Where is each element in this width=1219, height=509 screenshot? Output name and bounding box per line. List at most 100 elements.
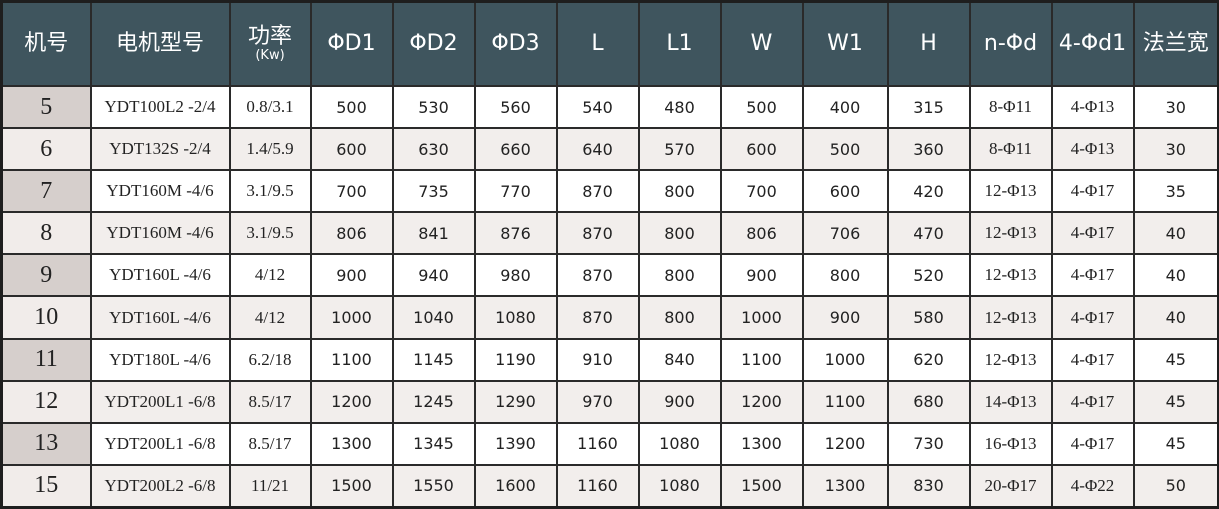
table-cell: 4/12 [228, 295, 312, 340]
table-cell: YDT160L -4/6 [89, 253, 231, 298]
table-cell: 30 [1132, 127, 1219, 172]
column-header-label: H [920, 30, 937, 56]
table-cell: 1000 [309, 295, 394, 340]
table-cell: 470 [886, 211, 971, 256]
table-cell: 870 [555, 295, 640, 340]
table-cell: 3.1/9.5 [228, 169, 312, 214]
table-cell: 1200 [309, 379, 394, 424]
table-cell: 4-Φ17 [1050, 211, 1135, 256]
table-cell: 700 [719, 169, 804, 214]
model-number-cell: 13 [0, 421, 92, 466]
table-cell: 600 [801, 169, 889, 214]
table-cell: 800 [801, 253, 889, 298]
table-row: 6 YDT132S -2/4 1.4/5.9 600 630 660 640 570 600 50… [0, 127, 1219, 172]
table-cell: 4-Φ13 [1050, 84, 1135, 130]
table-cell: 1080 [637, 463, 722, 509]
table-cell: YDT132S -2/4 [89, 127, 231, 172]
column-header-label: 4-Φd1 [1058, 30, 1127, 56]
table-cell: 1300 [801, 463, 889, 509]
table-cell: 530 [391, 84, 476, 130]
table-cell: 0.8/3.1 [228, 84, 312, 130]
table-cell: 1000 [801, 337, 889, 382]
table-cell: 1390 [473, 421, 558, 466]
table-row: 11 YDT180L -4/6 6.2/18 1100 1145 1190 910 840 11… [0, 337, 1219, 382]
table-cell: 800 [637, 295, 722, 340]
column-header-label: 机号 [24, 30, 69, 56]
table-row: 12 YDT200L1 -6/8 8.5/17 1200 1245 1290 970 900 1… [0, 379, 1219, 424]
table-cell: 16-Φ13 [968, 421, 1053, 466]
table-cell: 1600 [473, 463, 558, 509]
table-cell: 730 [886, 421, 971, 466]
table-cell: 400 [801, 84, 889, 130]
table-cell: 50 [1132, 463, 1219, 509]
column-header: 机号 [0, 0, 92, 87]
table-cell: 4-Φ17 [1050, 169, 1135, 214]
table-cell: 1200 [801, 421, 889, 466]
table-cell: 45 [1132, 421, 1219, 466]
table-cell: 35 [1132, 169, 1219, 214]
table-cell: 500 [719, 84, 804, 130]
table-cell: 12-Φ13 [968, 337, 1053, 382]
table-cell: 680 [886, 379, 971, 424]
table-cell: 1345 [391, 421, 476, 466]
column-header-label: 功率 [247, 23, 292, 49]
column-header: L [555, 0, 640, 87]
table-cell: 1300 [719, 421, 804, 466]
table-cell: 1190 [473, 337, 558, 382]
column-header-label: 法兰宽 [1142, 30, 1209, 56]
table-cell: 620 [886, 337, 971, 382]
table-cell: 500 [309, 84, 394, 130]
column-header-label: L [591, 30, 604, 56]
column-header-label: W [750, 30, 773, 56]
table-cell: 480 [637, 84, 722, 130]
column-header: W1 [801, 0, 889, 87]
table-cell: 20-Φ17 [968, 463, 1053, 509]
table-cell: 841 [391, 211, 476, 256]
model-number-cell: 11 [0, 337, 92, 382]
column-header: L1 [637, 0, 722, 87]
table-cell: 1200 [719, 379, 804, 424]
table-cell: 4-Φ22 [1050, 463, 1135, 509]
table-cell: 1145 [391, 337, 476, 382]
table-cell: 700 [309, 169, 394, 214]
table-cell: 11/21 [228, 463, 312, 509]
model-number-cell: 12 [0, 379, 92, 424]
table-cell: 830 [886, 463, 971, 509]
model-number-cell: 7 [0, 169, 92, 214]
column-header-label: 电机型号 [115, 30, 204, 56]
table-cell: 600 [309, 127, 394, 172]
model-number-cell: 6 [0, 127, 92, 172]
table-cell: 520 [886, 253, 971, 298]
table-cell: 706 [801, 211, 889, 256]
table-cell: YDT200L2 -6/8 [89, 463, 231, 509]
table-cell: 900 [801, 295, 889, 340]
table-cell: YDT160M -4/6 [89, 169, 231, 214]
table-cell: 900 [309, 253, 394, 298]
table-cell: 12-Φ13 [968, 295, 1053, 340]
table-cell: 45 [1132, 337, 1219, 382]
table-cell: 4-Φ17 [1050, 379, 1135, 424]
table-cell: 640 [555, 127, 640, 172]
table-row: 5 YDT100L2 -2/4 0.8/3.1 500 530 560 540 480 500 4… [0, 84, 1219, 130]
table-row: 10 YDT160L -4/6 4/12 1000 1040 1080 870 800 1000… [0, 295, 1219, 340]
column-header-label: ΦD2 [409, 30, 458, 56]
table-cell: 806 [719, 211, 804, 256]
table-cell: 30 [1132, 84, 1219, 130]
table-cell: YDT100L2 -2/4 [89, 84, 231, 130]
table-cell: 1500 [309, 463, 394, 509]
column-header-label: L1 [666, 30, 693, 56]
table-cell: 1160 [555, 421, 640, 466]
table-cell: YDT160M -4/6 [89, 211, 231, 256]
table-cell: 1550 [391, 463, 476, 509]
column-header-label: ΦD1 [327, 30, 376, 56]
table-cell: 1290 [473, 379, 558, 424]
table-cell: 3.1/9.5 [228, 211, 312, 256]
table-row: 7 YDT160M -4/6 3.1/9.5 700 735 770 870 800 700 60… [0, 169, 1219, 214]
table-cell: 800 [637, 211, 722, 256]
column-header: ΦD2 [391, 0, 476, 87]
table-cell: 315 [886, 84, 971, 130]
column-header: 功率 (Kw) [228, 0, 312, 87]
column-header: 电机型号 [89, 0, 231, 87]
table-cell: 4-Φ17 [1050, 295, 1135, 340]
table-cell: 8.5/17 [228, 379, 312, 424]
